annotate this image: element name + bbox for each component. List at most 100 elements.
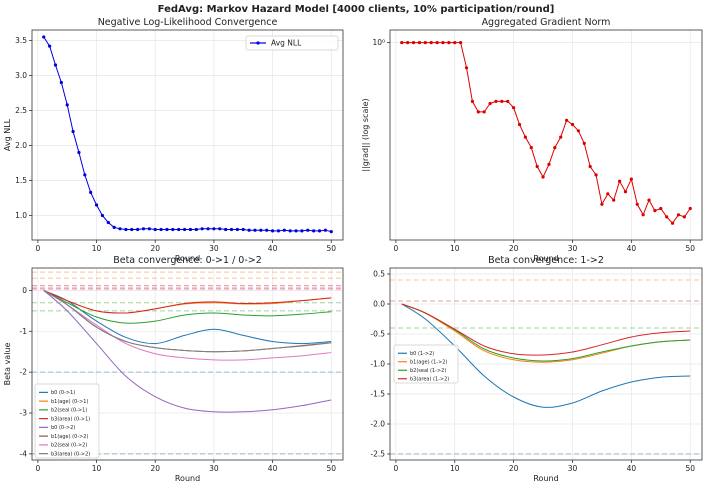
x-tick-label: 20 <box>150 464 160 473</box>
y-tick-label: -2.5 <box>370 450 385 459</box>
data-point <box>206 227 210 231</box>
x-tick-label: 40 <box>627 464 637 473</box>
data-point <box>488 101 492 106</box>
legend-label: Avg NLL <box>271 39 302 48</box>
data-point <box>218 227 222 231</box>
legend-marker <box>256 41 260 45</box>
data-point <box>83 173 87 177</box>
x-tick-label: 50 <box>326 244 336 253</box>
series-line <box>43 290 332 353</box>
data-point <box>659 206 663 211</box>
data-point <box>89 190 93 194</box>
x-tick-label: 0 <box>35 464 40 473</box>
data-point <box>411 41 416 45</box>
series-line <box>401 303 691 408</box>
data-point <box>406 41 410 45</box>
data-point <box>647 198 651 202</box>
x-tick-label: 30 <box>209 464 219 473</box>
data-point <box>182 227 187 232</box>
data-point <box>559 135 563 139</box>
x-tick-label: 50 <box>326 464 336 473</box>
y-tick-label: 3.5 <box>15 36 27 45</box>
data-point <box>506 99 510 103</box>
data-point <box>147 227 151 231</box>
data-point <box>270 229 275 233</box>
data-point <box>53 63 58 67</box>
data-point <box>688 206 692 211</box>
data-point <box>48 44 52 48</box>
y-tick-label: -3 <box>20 409 28 418</box>
data-point <box>682 215 686 219</box>
legend-box <box>393 344 459 384</box>
y-tick-label: 2.0 <box>15 141 27 150</box>
data-point <box>153 227 157 232</box>
data-point <box>570 122 575 127</box>
x-axis-label: Round <box>175 474 200 483</box>
data-point <box>400 41 404 45</box>
legend-label: b1(age) (1->2) <box>410 360 447 366</box>
y-tick-label: 1.0 <box>15 211 27 220</box>
data-point <box>306 228 310 232</box>
y-tick-label: 2.5 <box>15 106 27 115</box>
data-point <box>547 162 551 166</box>
data-point <box>294 229 298 233</box>
chart-panel-4: Beta convergence: 1->2 0 10 20 30 40 50 -2.5 -2.… <box>370 255 703 483</box>
axes-frame <box>31 29 344 241</box>
data-point <box>100 213 105 218</box>
data-point <box>665 215 669 219</box>
data-point <box>165 227 169 232</box>
data-point <box>59 80 63 85</box>
data-point <box>212 227 216 231</box>
data-point <box>459 41 463 45</box>
series-line <box>43 290 332 314</box>
series-line <box>43 290 332 345</box>
data-point <box>229 227 234 232</box>
data-point <box>224 227 228 232</box>
data-point <box>670 221 675 225</box>
y-tick-label: 0.0 <box>373 300 385 309</box>
series-line <box>401 42 691 224</box>
chart-panel-3: Beta convergence: 0->1 / 0->2 0 10 20 30 40 50… <box>3 255 344 483</box>
chart-panel-2: Aggregated Gradient Norm 0 10 20 30 40 50 10⁰ Ro… <box>361 17 703 263</box>
data-point <box>177 227 181 232</box>
y-tick-label: -1.5 <box>370 390 385 399</box>
x-tick-label: 10 <box>92 244 102 253</box>
data-point <box>494 99 498 103</box>
y-axis-label: ||grad|| (log scale) <box>361 98 370 171</box>
data-point <box>623 190 628 194</box>
data-point <box>42 35 46 39</box>
legend: Avg NLL <box>245 35 339 51</box>
x-axis-label: Round <box>533 254 558 263</box>
data-point <box>235 227 239 232</box>
y-axis-label: Beta value <box>3 343 12 386</box>
data-point <box>317 229 322 233</box>
y-tick-label: -2 <box>20 368 28 377</box>
x-tick-label: 20 <box>150 244 160 253</box>
data-point <box>118 227 122 231</box>
x-tick-label: 0 <box>393 244 398 253</box>
x-tick-label: 40 <box>268 464 278 473</box>
legend: b0 (0->1) b1(age) (0->1) b2(seal (0->1) b3(… <box>34 383 100 459</box>
x-tick-label: 20 <box>509 464 519 473</box>
data-point <box>594 173 598 177</box>
legend-label: b0 (0->2) <box>51 425 75 431</box>
data-point <box>482 110 486 114</box>
x-axis-label: Round <box>533 474 558 483</box>
series-line <box>43 290 332 413</box>
data-point <box>435 41 439 45</box>
data-point <box>441 41 445 45</box>
x-tick-label: 10 <box>92 464 102 473</box>
data-point <box>106 220 110 225</box>
x-tick-label: 10 <box>450 244 460 253</box>
y-tick-label: 3.0 <box>15 71 27 80</box>
data-point <box>136 227 140 232</box>
y-tick-label: 0 <box>22 286 27 295</box>
y-tick-label: 10⁰ <box>372 38 385 47</box>
series-line <box>43 290 332 324</box>
x-tick-label: 20 <box>509 244 519 253</box>
legend: b0 (1->2) b1(age) (1->2) b2(seal (1->2) b3(… <box>393 344 459 384</box>
data-point <box>576 129 580 133</box>
data-point <box>247 228 251 232</box>
x-tick-label: 50 <box>685 464 695 473</box>
